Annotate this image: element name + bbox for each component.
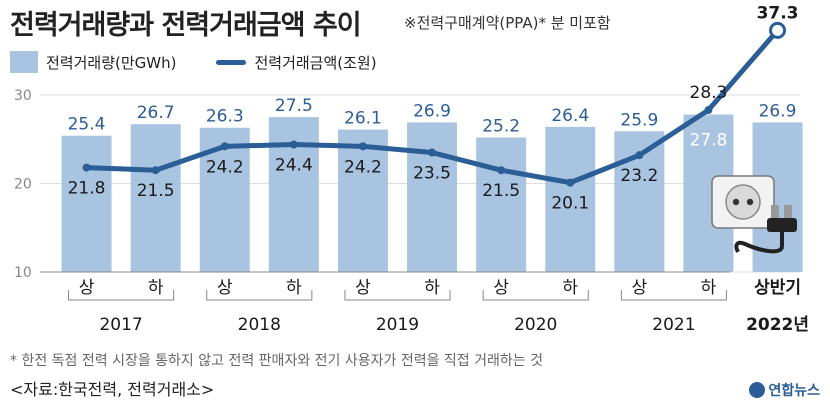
x-tick-label: 하 — [148, 278, 164, 298]
y-tick-label: 10 — [14, 265, 32, 281]
line-value-label: 24.4 — [275, 156, 313, 176]
line-value-label: 23.5 — [413, 164, 451, 184]
bar — [545, 126, 596, 272]
year-bracket — [68, 290, 175, 301]
line-value-label: 20.1 — [551, 194, 589, 214]
chart-title: 전력거래량과 전력거래금액 추이 — [10, 10, 362, 41]
line-point — [289, 140, 298, 149]
line-point — [358, 142, 367, 151]
line-series: 21.8 21.5 24.2 24.4 24.2 23.5 21.5 20.1 23.2 28.3… — [68, 3, 799, 213]
bar-value-label: 26.4 — [551, 106, 589, 126]
line-value-label: 37.3 — [757, 3, 799, 23]
footnote: * 한전 독점 전력 시장을 통하지 않고 전력 판매자와 전기 사용자가 전력… — [10, 353, 543, 369]
x-tick-label: 상 — [217, 278, 233, 298]
bar — [407, 122, 458, 272]
x-tick-label: 상 — [355, 278, 371, 298]
bar — [337, 129, 388, 272]
bar-value-label: 26.1 — [344, 109, 382, 129]
line-point — [428, 148, 437, 157]
legend: 전력거래량(만GWh) 전력거래금액(조원) — [10, 49, 377, 75]
line-point — [82, 163, 91, 172]
bar-value-label: 27.8 — [690, 130, 728, 150]
y-tick-label: 30 — [14, 88, 32, 104]
bar — [476, 137, 527, 272]
year-label: 2020 — [514, 315, 557, 335]
plug-icon — [711, 175, 797, 254]
bar-value-label: 26.9 — [759, 101, 797, 121]
logo-text: 연합뉴스 — [768, 383, 820, 399]
line-value-label: 24.2 — [206, 157, 244, 177]
x-tick-label: 하 — [286, 278, 302, 298]
legend-bar-label: 전력거래량(만GWh) — [46, 53, 177, 72]
x-tick-label: 하 — [424, 278, 440, 298]
legend-line-swatch — [216, 59, 247, 65]
bar-value-label: 25.2 — [482, 116, 520, 136]
line-point — [769, 21, 787, 39]
year-label: 2021 — [652, 315, 695, 335]
y-tick-label: 20 — [14, 177, 32, 193]
bars: 25.4 26.7 26.3 27.5 26.1 26.9 25.2 26.4 25.9 27.8… — [61, 96, 803, 273]
x-tick-label: 하 — [701, 278, 717, 298]
bar-value-label: 27.5 — [275, 96, 313, 116]
bar-value-label: 25.4 — [68, 115, 106, 135]
year-bracket — [206, 290, 313, 301]
source: <자료:한국전력, 전력거래소> — [10, 380, 215, 399]
year-bracket — [482, 290, 589, 301]
x-tick-label: 상반기 — [754, 278, 801, 298]
line-value-label: 21.5 — [482, 181, 520, 201]
chart-subnote: ※전력구매계약(PPA)* 분 미포함 — [404, 14, 611, 32]
bar-value-label: 26.3 — [206, 107, 244, 127]
bar-value-label: 26.7 — [137, 103, 175, 123]
year-label: 2019 — [376, 315, 419, 335]
legend-line-label: 전력거래금액(조원) — [254, 53, 377, 72]
logo-icon — [749, 382, 766, 398]
line-value-label: 23.2 — [620, 166, 658, 186]
line-point — [635, 151, 644, 160]
x-tick-label: 상 — [632, 278, 648, 298]
x-tick-label: 상 — [493, 278, 509, 298]
line-value-label: 21.5 — [137, 181, 175, 201]
year-label: 2018 — [238, 315, 281, 335]
x-tick-label: 하 — [562, 278, 578, 298]
year-bracket — [344, 290, 451, 301]
line-point — [497, 166, 506, 175]
line-point — [151, 166, 160, 175]
bar — [130, 124, 181, 272]
line-value-label: 24.2 — [344, 157, 382, 177]
line-point — [220, 142, 229, 151]
year-bracket — [620, 290, 727, 301]
x-axis: 상 하 상 하 상 하 상 하 상 하 상반기 2017 2018 2019 2020 2021 2022년 — [40, 271, 809, 335]
legend-bar-swatch — [10, 51, 38, 73]
line-value-label: 21.8 — [68, 179, 106, 199]
bar — [268, 117, 319, 272]
bar — [61, 135, 112, 272]
bar-value-label: 25.9 — [620, 110, 658, 130]
x-tick-label: 상 — [79, 278, 95, 298]
line-point — [704, 106, 713, 115]
line-value-label: 28.3 — [690, 83, 728, 103]
year-label: 2022년 — [746, 315, 809, 335]
year-label: 2017 — [99, 315, 142, 335]
bar-value-label: 26.9 — [413, 101, 451, 121]
line-point — [566, 178, 575, 187]
logo: 연합뉴스 — [749, 380, 820, 400]
